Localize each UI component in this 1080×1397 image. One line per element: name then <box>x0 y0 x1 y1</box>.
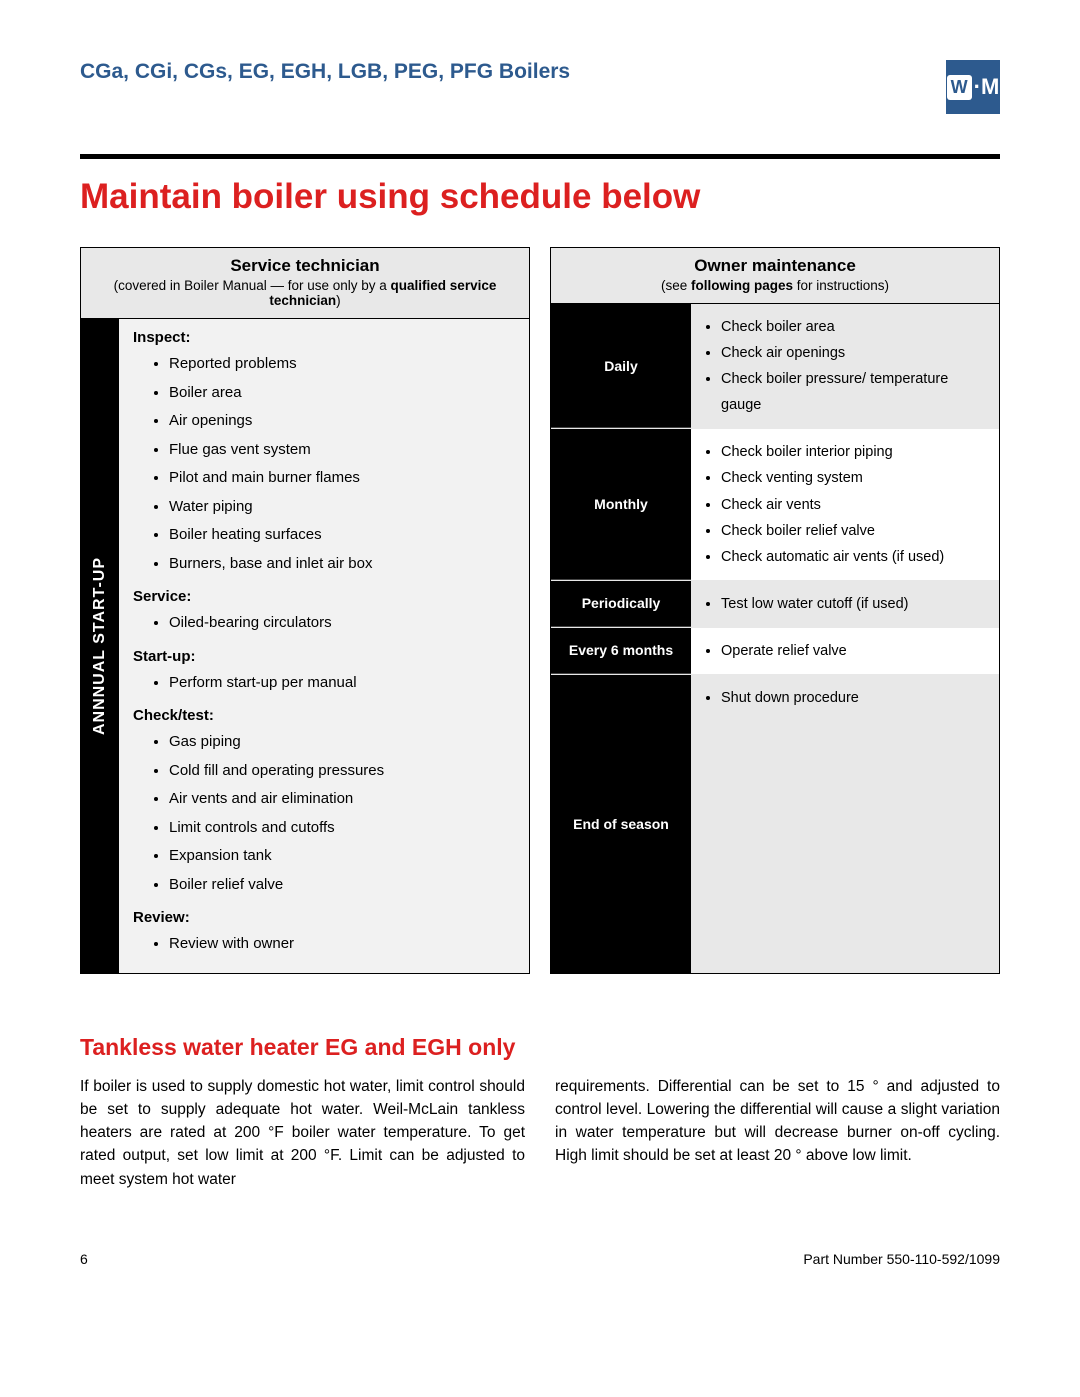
part-number: Part Number 550-110-592/1099 <box>803 1251 1000 1267</box>
owner-row: Every 6 months Operate relief valve <box>551 627 999 674</box>
owner-row-items: Shut down procedure <box>691 675 999 972</box>
tankless-col1: If boiler is used to supply domestic hot… <box>80 1075 525 1191</box>
owner-head-title: Owner maintenance <box>561 256 989 276</box>
owner-row-label: Monthly <box>551 429 691 579</box>
service-head-title: Service technician <box>91 256 519 276</box>
list-item: Expansion tank <box>169 842 515 871</box>
owner-row-items: Operate relief valve <box>691 628 999 674</box>
list-item: Water piping <box>169 493 515 522</box>
list-item: Check boiler interior piping <box>721 439 989 465</box>
owner-row-label: End of season <box>551 675 691 972</box>
owner-row-label: Daily <box>551 304 691 428</box>
list-item: Gas piping <box>169 728 515 757</box>
section-heading: Start-up: <box>133 648 515 665</box>
list-item: Perform start-up per manual <box>169 669 515 698</box>
section-items: Reported problemsBoiler areaAir openings… <box>133 350 515 578</box>
list-item: Boiler relief valve <box>169 871 515 900</box>
section-heading: Review: <box>133 909 515 926</box>
logo-m: ·M <box>974 74 1000 100</box>
list-item: Limit controls and cutoffs <box>169 814 515 843</box>
page-header: CGa, CGi, CGs, EG, EGH, LGB, PEG, PFG Bo… <box>80 60 1000 114</box>
service-technician-table: Service technician (covered in Boiler Ma… <box>80 247 530 974</box>
page-footer: 6 Part Number 550-110-592/1099 <box>80 1251 1000 1267</box>
owner-row-label: Periodically <box>551 581 691 627</box>
list-item: Pilot and main burner flames <box>169 464 515 493</box>
tankless-title: Tankless water heater EG and EGH only <box>80 1034 1000 1061</box>
section-heading: Service: <box>133 588 515 605</box>
owner-maintenance-table: Owner maintenance (see following pages f… <box>550 247 1000 974</box>
list-item: Check boiler relief valve <box>721 518 989 544</box>
section-items: Review with owner <box>133 930 515 959</box>
list-item: Air vents and air elimination <box>169 785 515 814</box>
section-heading: Check/test: <box>133 707 515 724</box>
divider <box>80 154 1000 159</box>
list-item: Boiler area <box>169 379 515 408</box>
list-item: Flue gas vent system <box>169 436 515 465</box>
tankless-text: If boiler is used to supply domestic hot… <box>80 1075 1000 1191</box>
owner-row: DailyCheck boiler areaCheck air openings… <box>551 304 999 428</box>
owner-row-items: Check boiler interior pipingCheck ventin… <box>691 429 999 579</box>
list-item: Operate relief valve <box>721 638 989 664</box>
owner-row: Periodically Test low water cutoff (if us… <box>551 580 999 627</box>
list-item: Cold fill and operating pressures <box>169 757 515 786</box>
list-item: Check venting system <box>721 465 989 491</box>
tankless-col2: requirements. Differential can be set to… <box>555 1075 1000 1191</box>
list-item: Burners, base and inlet air box <box>169 550 515 579</box>
section-items: Perform start-up per manual <box>133 669 515 698</box>
list-item: Air openings <box>169 407 515 436</box>
schedule-tables: Service technician (covered in Boiler Ma… <box>80 247 1000 974</box>
owner-row-items: Test low water cutoff (if used) <box>691 581 999 627</box>
page-number: 6 <box>80 1251 88 1267</box>
service-table-head: Service technician (covered in Boiler Ma… <box>81 248 529 319</box>
owner-row-label: Every 6 months <box>551 628 691 674</box>
brand-logo: W·M <box>946 60 1000 114</box>
owner-row: MonthlyCheck boiler interior pipingCheck… <box>551 428 999 579</box>
owner-row-items: Check boiler areaCheck air openingsCheck… <box>691 304 999 428</box>
owner-row: End of season Shut down procedure <box>551 674 999 972</box>
list-item: Check boiler area <box>721 314 989 340</box>
list-item: Check automatic air vents (if used) <box>721 544 989 570</box>
section-items: Oiled-bearing circulators <box>133 609 515 638</box>
list-item: Oiled-bearing circulators <box>169 609 515 638</box>
owner-body: DailyCheck boiler areaCheck air openings… <box>551 304 999 973</box>
owner-table-head: Owner maintenance (see following pages f… <box>551 248 999 304</box>
list-item: Boiler heating surfaces <box>169 521 515 550</box>
list-item: Shut down procedure <box>721 685 989 711</box>
owner-head-sub: (see following pages for instructions) <box>561 278 989 293</box>
section-items: Gas pipingCold fill and operating pressu… <box>133 728 515 899</box>
list-item: Check boiler pressure/ temperature gauge <box>721 366 989 418</box>
list-item: Check air vents <box>721 492 989 518</box>
product-line: CGa, CGi, CGs, EG, EGH, LGB, PEG, PFG Bo… <box>80 60 570 84</box>
service-content: Inspect:Reported problemsBoiler areaAir … <box>119 319 529 973</box>
logo-w: W <box>947 75 972 100</box>
service-head-sub: (covered in Boiler Manual — for use only… <box>91 278 519 308</box>
list-item: Test low water cutoff (if used) <box>721 591 989 617</box>
list-item: Check air openings <box>721 340 989 366</box>
service-body: Annnual start-up Inspect: Reported proble… <box>81 319 529 973</box>
section-heading: Inspect: <box>133 329 515 346</box>
list-item: Reported problems <box>169 350 515 379</box>
annual-startup-label: Annnual start-up <box>81 319 119 973</box>
list-item: Review with owner <box>169 930 515 959</box>
page-title: Maintain boiler using schedule below <box>80 177 1000 217</box>
